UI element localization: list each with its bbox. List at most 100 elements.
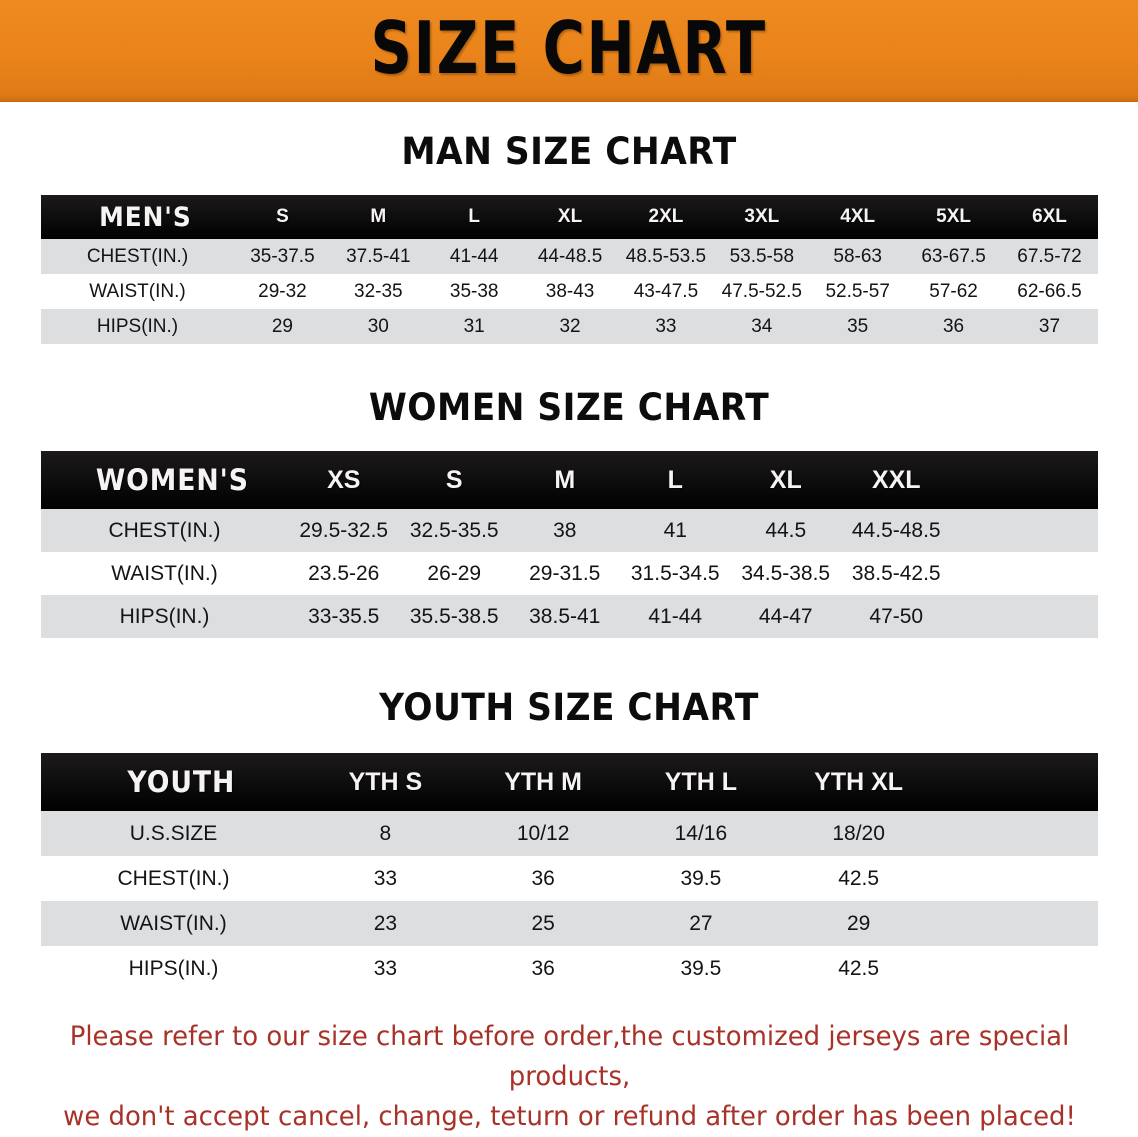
man-size-header-4xl: 4XL <box>840 206 876 227</box>
table-cell: 67.5-72 <box>1017 245 1082 267</box>
table-row: CHEST(IN.) 29.5-32.5 32.5-35.5 38 41 44.… <box>40 509 1098 552</box>
table-cell: 44-48.5 <box>537 245 603 267</box>
women-row-label-chest: CHEST(IN.) <box>108 518 221 542</box>
women-size-header-m: M <box>554 465 576 494</box>
table-cell: 52.5-57 <box>825 280 890 302</box>
table-cell: 39.5 <box>680 956 722 980</box>
youth-size-table: YOUTH YTH S YTH M YTH L YTH XL U.S.SIZE … <box>40 753 1098 991</box>
table-cell: 37 <box>1038 315 1061 337</box>
table-cell: 44-47 <box>758 604 813 628</box>
table-row: HIPS(IN.) 29 30 31 32 33 34 35 36 37 <box>40 309 1098 344</box>
table-cell: 47.5-52.5 <box>721 280 802 302</box>
table-cell: 53.5-58 <box>729 245 795 267</box>
table-cell: 29-32 <box>258 280 307 302</box>
women-header-spacer <box>952 451 1098 509</box>
man-row-label-chest: CHEST(IN.) <box>86 245 189 267</box>
man-row-label-hips: HIPS(IN.) <box>96 315 179 337</box>
women-size-table: WOMEN'S XS S M L XL XXL CHEST(IN.) 29.5-… <box>40 451 1098 638</box>
man-size-header-6xl: 6XL <box>1032 206 1067 227</box>
table-cell: 39.5 <box>680 866 722 890</box>
man-header-row: MEN'S S M L XL 2XL 3XL 4XL 5XL 6XL <box>40 195 1098 239</box>
women-section-title: WOMEN SIZE CHART <box>368 386 770 429</box>
table-cell: 10/12 <box>516 821 570 845</box>
man-size-header-xl: XL <box>557 206 583 227</box>
table-cell-spacer <box>938 901 1098 946</box>
youth-row-label-waist: WAIST(IN.) <box>120 911 227 935</box>
table-row: WAIST(IN.) 29-32 32-35 35-38 38-43 43-47… <box>40 274 1098 309</box>
table-cell: 33 <box>655 315 677 337</box>
table-cell: 35-37.5 <box>250 245 315 267</box>
table-cell: 32-35 <box>354 280 403 302</box>
table-cell-spacer <box>938 811 1098 856</box>
table-cell: 63-67.5 <box>921 245 986 267</box>
table-cell: 41 <box>663 518 687 542</box>
table-cell: 62-66.5 <box>1017 280 1082 302</box>
table-cell: 32.5-35.5 <box>409 518 499 542</box>
table-cell: 14/16 <box>674 821 728 845</box>
table-cell: 32 <box>559 315 581 337</box>
youth-row-label-us-size: U.S.SIZE <box>129 821 218 845</box>
table-cell: 35.5-38.5 <box>409 604 499 628</box>
table-cell: 31.5-34.5 <box>630 561 720 585</box>
table-row: HIPS(IN.) 33-35.5 35.5-38.5 38.5-41 41-4… <box>40 595 1098 638</box>
table-cell: 29-31.5 <box>529 561 601 585</box>
table-cell: 23.5-26 <box>308 561 380 585</box>
table-cell: 38-43 <box>545 280 595 302</box>
table-cell: 18/20 <box>832 821 885 845</box>
man-size-header-s: S <box>276 206 289 227</box>
man-size-table: MEN'S S M L XL 2XL 3XL 4XL 5XL 6XL CHEST… <box>40 195 1098 344</box>
man-section-title: MAN SIZE CHART <box>401 130 737 173</box>
youth-table-wrapper: YOUTH YTH S YTH M YTH L YTH XL U.S.SIZE … <box>40 753 1098 991</box>
women-size-header-l: L <box>667 465 683 494</box>
youth-size-header-l: YTH L <box>664 767 737 796</box>
table-cell: 38.5-42.5 <box>851 561 941 585</box>
women-size-header-s: S <box>445 465 463 494</box>
man-size-header-3xl: 3XL <box>744 206 780 227</box>
women-size-header-xl: XL <box>769 465 802 494</box>
table-cell: 33 <box>373 866 398 890</box>
table-row: CHEST(IN.) 33 36 39.5 42.5 <box>40 856 1098 901</box>
table-cell-spacer <box>952 509 1098 552</box>
man-table-body: CHEST(IN.) 35-37.5 37.5-41 41-44 44-48.5… <box>40 239 1098 344</box>
table-cell: 29 <box>846 911 871 935</box>
youth-section-title: YOUTH SIZE CHART <box>379 686 759 729</box>
women-size-header-xxl: XXL <box>871 465 921 494</box>
man-size-header-2xl: 2XL <box>648 206 684 227</box>
youth-row-label-chest: CHEST(IN.) <box>117 866 230 890</box>
page-banner: SIZE CHART <box>0 0 1138 102</box>
youth-header-spacer <box>938 753 1098 811</box>
table-cell: 26-29 <box>427 561 482 585</box>
table-cell: 38.5-41 <box>529 604 601 628</box>
table-row: U.S.SIZE 8 10/12 14/16 18/20 <box>40 811 1098 856</box>
table-cell: 34 <box>751 315 773 337</box>
table-cell: 36 <box>531 956 555 980</box>
women-size-header-xs: XS <box>327 465 361 494</box>
table-cell: 43-47.5 <box>633 280 699 302</box>
table-cell: 33 <box>373 956 398 980</box>
table-cell: 31 <box>463 315 485 337</box>
table-cell: 37.5-41 <box>346 245 411 267</box>
youth-row-label-hips: HIPS(IN.) <box>128 956 219 980</box>
table-cell-spacer <box>938 946 1098 991</box>
table-row: HIPS(IN.) 33 36 39.5 42.5 <box>40 946 1098 991</box>
table-cell: 44.5 <box>765 518 807 542</box>
table-cell: 34.5-38.5 <box>741 561 831 585</box>
table-cell: 35 <box>847 315 869 337</box>
table-cell: 42.5 <box>838 956 880 980</box>
table-cell-spacer <box>952 595 1098 638</box>
women-table-wrapper: WOMEN'S XS S M L XL XXL CHEST(IN.) 29.5-… <box>40 451 1098 638</box>
youth-size-header-s: YTH S <box>348 767 423 796</box>
table-cell: 36 <box>531 866 555 890</box>
table-cell: 41-44 <box>648 604 703 628</box>
table-row: CHEST(IN.) 35-37.5 37.5-41 41-44 44-48.5… <box>40 239 1098 274</box>
disclaimer-line-2: we don't accept cancel, change, teturn o… <box>62 1100 1076 1132</box>
table-cell: 30 <box>367 315 389 337</box>
table-cell: 23 <box>373 911 398 935</box>
disclaimer-line-1: Please refer to our size chart before or… <box>69 1021 1069 1092</box>
women-table-body: CHEST(IN.) 29.5-32.5 32.5-35.5 38 41 44.… <box>40 509 1098 638</box>
women-row-label-waist: WAIST(IN.) <box>111 561 218 585</box>
table-cell-spacer <box>938 856 1098 901</box>
man-size-header-l: L <box>468 206 480 227</box>
man-table-head: MEN'S S M L XL 2XL 3XL 4XL 5XL 6XL <box>40 195 1098 239</box>
youth-size-header-m: YTH M <box>504 767 583 796</box>
